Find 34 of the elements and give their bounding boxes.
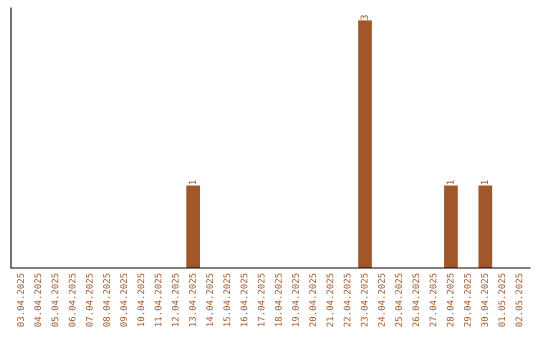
- x-tick-label: 17.04.2025: [258, 274, 265, 326]
- x-tick-label: 30.04.2025: [481, 274, 488, 327]
- x-tick-label: 24.04.2025: [378, 274, 385, 327]
- x-tick-label: 02.05.2025: [516, 274, 522, 327]
- x-tick-label: 11.04.2025: [154, 274, 162, 326]
- x-tick-label: 12.04.2025: [172, 274, 179, 326]
- x-tick-label: 13.04.2025: [188, 274, 196, 326]
- x-tick-label: 21.04.2025: [326, 274, 334, 327]
- data-label: 1: [188, 180, 196, 184]
- data-label: 3: [360, 15, 368, 20]
- x-tick-label: 18.04.2025: [274, 274, 282, 326]
- x-tick-label: 14.04.2025: [206, 274, 213, 326]
- x-tick-label: 19.04.2025: [292, 274, 299, 326]
- x-tick-label: 23.04.2025: [360, 274, 368, 327]
- data-label: 1: [446, 180, 454, 184]
- x-tick-label: 25.04.2025: [395, 274, 402, 327]
- data-label: 1: [480, 180, 488, 184]
- x-tick-label: 03.04.2025: [17, 274, 24, 327]
- x-tick-label: 08.04.2025: [103, 274, 110, 327]
- x-tick-label: 20.04.2025: [309, 274, 316, 327]
- x-tick-label: 10.04.2025: [137, 274, 144, 326]
- x-tick-label: 04.04.2025: [34, 274, 42, 327]
- x-tick-label: 05.04.2025: [51, 274, 58, 327]
- x-tick-label: 28.04.2025: [446, 274, 454, 327]
- x-tick-label: 29.04.2025: [464, 274, 471, 327]
- x-tick-label: 26.04.2025: [412, 274, 420, 327]
- x-tick-label: 27.04.2025: [430, 274, 436, 327]
- x-tick-label: 15.04.2025: [223, 274, 230, 326]
- x-tick-label: 16.04.2025: [240, 274, 248, 326]
- x-tick-label: 01.05.2025: [498, 274, 506, 327]
- x-tick-label: 07.04.2025: [86, 274, 93, 327]
- x-tick-label: 09.04.2025: [120, 274, 128, 327]
- x-tick-label: 22.04.2025: [344, 274, 350, 327]
- x-tick-label: 06.04.2025: [68, 274, 76, 327]
